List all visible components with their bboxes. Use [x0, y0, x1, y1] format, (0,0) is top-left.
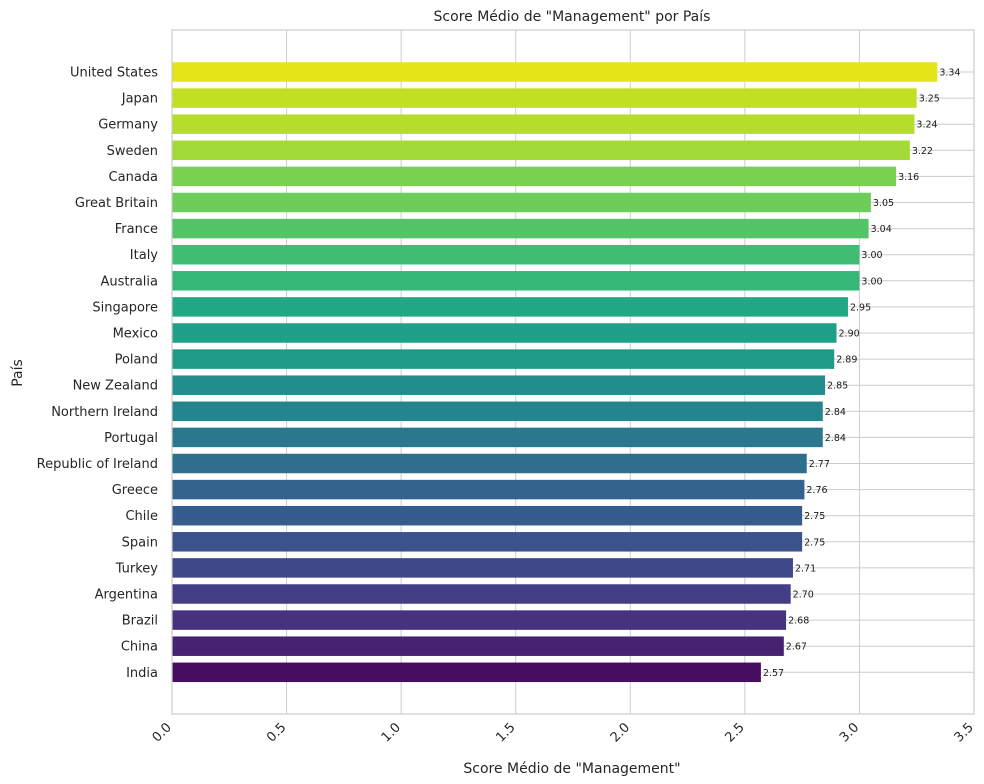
- bar: [172, 192, 871, 213]
- x-tick-label: 2.0: [608, 720, 633, 745]
- x-tick-label: 1.0: [379, 720, 404, 745]
- data-label: 3.16: [898, 172, 919, 183]
- y-tick-label: Spain: [122, 535, 158, 550]
- bar: [172, 636, 784, 656]
- y-tick-label: France: [115, 222, 158, 237]
- data-label: 3.24: [916, 120, 937, 131]
- bar: [172, 140, 910, 161]
- data-label: 2.67: [786, 642, 807, 653]
- bar: [172, 88, 917, 108]
- data-label: 2.57: [763, 668, 784, 679]
- bar: [172, 218, 869, 239]
- x-tick-labels: 0.0 0.5 1.0 1.5 2.0 2.5 3.0 3.5: [150, 720, 977, 745]
- y-tick-label: Chile: [125, 509, 158, 524]
- y-tick-label: United States: [70, 66, 158, 81]
- y-tick-label: Greece: [112, 483, 158, 498]
- y-axis-label: País: [10, 359, 26, 387]
- data-label: 2.75: [804, 537, 825, 548]
- data-label: 2.84: [825, 407, 846, 418]
- x-axis-label: Score Médio de "Management": [463, 761, 680, 777]
- y-tick-label: Japan: [121, 92, 158, 107]
- bar: [172, 62, 938, 82]
- data-label: 3.00: [861, 250, 882, 261]
- y-tick-label: Brazil: [122, 614, 158, 629]
- y-tick-label: China: [121, 640, 158, 655]
- data-label: 3.05: [873, 198, 894, 209]
- data-label: 2.68: [788, 616, 809, 627]
- bar: [172, 244, 860, 265]
- bars: [172, 62, 938, 683]
- data-label: 2.71: [795, 563, 816, 574]
- y-tick-label: Australia: [100, 274, 158, 289]
- bar: [172, 505, 803, 526]
- y-tick-label: Argentina: [95, 588, 158, 603]
- y-tick-label: Republic of Ireland: [37, 457, 158, 472]
- data-label: 2.75: [804, 511, 825, 522]
- chart-title: Score Médio de "Management" por País: [434, 9, 711, 25]
- data-label: 3.25: [919, 94, 940, 105]
- data-label: 2.95: [850, 302, 871, 313]
- y-tick-labels: United States Japan Germany Sweden Canada Gre…: [37, 66, 159, 681]
- bar: [172, 271, 860, 291]
- bar: [172, 479, 805, 500]
- x-tick-label: 0.0: [150, 720, 175, 745]
- y-tick-label: Poland: [115, 353, 158, 368]
- x-tick-label: 0.5: [264, 720, 289, 745]
- data-label: 2.70: [793, 590, 814, 601]
- y-tick-label: Sweden: [107, 144, 158, 159]
- y-tick-label: Great Britain: [75, 196, 158, 211]
- data-label: 2.85: [827, 381, 848, 392]
- bar: [172, 453, 807, 474]
- bar: [172, 375, 826, 395]
- x-tick-label: 1.5: [493, 720, 518, 745]
- data-label: 2.77: [809, 459, 830, 470]
- bar: [172, 114, 915, 134]
- data-label: 2.84: [825, 433, 846, 444]
- bar: [172, 349, 835, 369]
- bar: [172, 584, 791, 604]
- y-tick-label: Italy: [130, 248, 159, 263]
- y-tick-label: Germany: [98, 118, 158, 133]
- bar: [172, 427, 823, 448]
- y-tick-label: Canada: [109, 170, 158, 185]
- y-tick-label: Northern Ireland: [51, 405, 158, 420]
- data-label: 3.00: [861, 276, 882, 287]
- bar: [172, 558, 793, 578]
- y-tick-label: India: [126, 666, 158, 681]
- bar: [172, 401, 823, 422]
- data-label: 2.76: [806, 485, 827, 496]
- y-tick-label: New Zealand: [73, 379, 158, 394]
- data-label: 2.90: [839, 329, 860, 340]
- y-tick-label: Mexico: [113, 327, 158, 342]
- data-label: 2.89: [836, 355, 857, 366]
- y-tick-label: Turkey: [115, 561, 159, 576]
- y-tick-label: Portugal: [104, 431, 158, 446]
- bar: [172, 532, 803, 552]
- data-label: 3.04: [871, 224, 892, 235]
- data-label: 3.22: [912, 146, 933, 157]
- bar: [172, 323, 837, 343]
- data-labels: 3.34 3.25 3.24 3.22 3.16 3.05 3.04 3.00 3.00 2.95…: [763, 68, 961, 679]
- data-label: 3.34: [939, 68, 960, 79]
- x-tick-label: 3.0: [837, 720, 862, 745]
- bar: [172, 662, 761, 683]
- plot-frame: [171, 29, 975, 715]
- bar: [172, 166, 897, 187]
- bar: [172, 610, 787, 630]
- x-tick-label: 2.5: [722, 720, 747, 745]
- y-tick-label: Singapore: [92, 300, 158, 315]
- x-tick-label: 3.5: [952, 720, 977, 745]
- bar: [172, 297, 848, 317]
